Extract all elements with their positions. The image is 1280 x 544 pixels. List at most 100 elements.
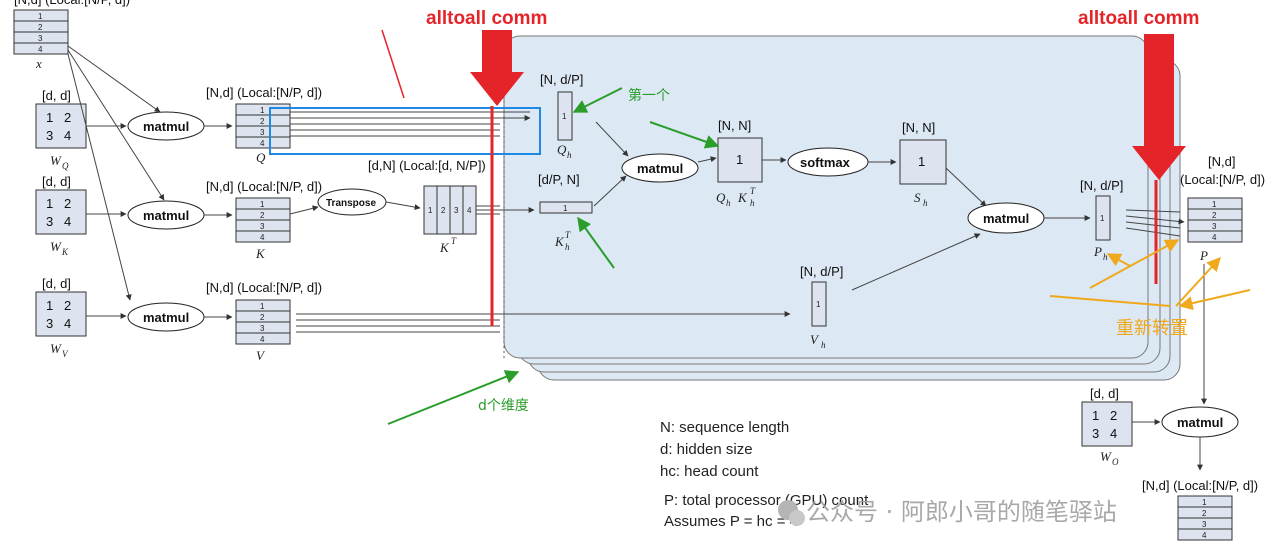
svg-text:W: W bbox=[50, 153, 62, 168]
alltoall-left-arrow bbox=[470, 30, 524, 106]
svg-text:1: 1 bbox=[38, 12, 43, 21]
svg-text:2: 2 bbox=[1202, 509, 1207, 518]
svg-text:[N, d/P]: [N, d/P] bbox=[800, 264, 843, 279]
svg-text:T: T bbox=[565, 230, 571, 240]
svg-text:O: O bbox=[1112, 457, 1119, 467]
out-matrix: [N,d] (Local:[N/P, d]) 1 2 3 4 bbox=[1142, 478, 1258, 541]
svg-text:3: 3 bbox=[46, 316, 53, 331]
legend-line: Assumes P = hc = 4 bbox=[664, 513, 798, 530]
x-name: x bbox=[35, 56, 42, 71]
x-matrix: 1 2 3 4 bbox=[13, 9, 69, 55]
svg-text:2: 2 bbox=[1212, 211, 1217, 220]
svg-text:[N,d]: [N,d] bbox=[1208, 154, 1235, 169]
svg-text:4: 4 bbox=[1212, 233, 1217, 242]
matmul-v: matmul bbox=[127, 302, 205, 332]
yellow-arrows bbox=[1049, 239, 1251, 311]
svg-text:4: 4 bbox=[260, 335, 265, 344]
svg-text:W: W bbox=[1100, 449, 1112, 464]
svg-text:3: 3 bbox=[1202, 520, 1207, 529]
green-arrows bbox=[387, 87, 720, 425]
svg-text:[N, N]: [N, N] bbox=[718, 118, 751, 133]
svg-text:h: h bbox=[567, 150, 572, 160]
svg-text:4: 4 bbox=[260, 139, 265, 148]
svg-text:(Local:[N/P, d]): (Local:[N/P, d]) bbox=[1180, 172, 1265, 187]
svg-text:4: 4 bbox=[260, 233, 265, 242]
reshape-annotation: 重新转置 bbox=[1116, 318, 1188, 339]
svg-text:2: 2 bbox=[260, 211, 265, 220]
svg-text:1: 1 bbox=[428, 206, 433, 215]
v-matrix: [N,d] (Local:[N/P, d]) 1 2 3 4 V bbox=[206, 280, 322, 363]
x-shape-label: [N,d] (Local:[N/P, d]) bbox=[14, 0, 130, 7]
svg-text:[N, d/P]: [N, d/P] bbox=[1080, 178, 1123, 193]
svg-text:h: h bbox=[1103, 252, 1108, 262]
svg-text:1: 1 bbox=[46, 196, 53, 211]
svg-text:4: 4 bbox=[64, 128, 71, 143]
matmul-q: matmul bbox=[127, 111, 205, 141]
svg-text:2: 2 bbox=[260, 313, 265, 322]
svg-text:2: 2 bbox=[441, 206, 446, 215]
svg-text:3: 3 bbox=[46, 128, 53, 143]
svg-text:4: 4 bbox=[467, 206, 472, 215]
svg-text:matmul: matmul bbox=[143, 119, 189, 134]
first-annotation: 第一个 bbox=[628, 87, 670, 104]
legend-line: d: hidden size bbox=[660, 441, 753, 458]
svg-text:h: h bbox=[565, 242, 570, 252]
watermark: 公众号 · 阿郎小哥的随笔驿站 bbox=[778, 498, 1117, 526]
svg-text:matmul: matmul bbox=[983, 211, 1029, 226]
svg-text:softmax: softmax bbox=[800, 155, 851, 170]
svg-text:V: V bbox=[810, 332, 820, 347]
q-matrix: [N,d] (Local:[N/P, d]) 1 2 3 4 Q bbox=[206, 85, 322, 165]
p-matrix: [N,d] (Local:[N/P, d]) 1 2 3 4 P bbox=[1180, 154, 1265, 263]
matmul-qk: matmul bbox=[621, 153, 699, 183]
svg-text:4: 4 bbox=[1202, 531, 1207, 540]
svg-text:1: 1 bbox=[260, 200, 265, 209]
kht-matrix: [d/P, N] 1 K Th bbox=[538, 172, 593, 252]
svg-text:3: 3 bbox=[46, 214, 53, 229]
svg-text:V: V bbox=[256, 348, 266, 363]
svg-text:T: T bbox=[750, 186, 756, 196]
svg-text:h: h bbox=[726, 198, 731, 208]
svg-text:[N,d] (Local:[N/P, d]): [N,d] (Local:[N/P, d]) bbox=[206, 280, 322, 295]
svg-text:[d/P, N]: [d/P, N] bbox=[538, 172, 580, 187]
k-matrix: [N,d] (Local:[N/P, d]) 1 2 3 4 K bbox=[206, 179, 322, 261]
svg-text:2: 2 bbox=[64, 110, 71, 125]
svg-text:P: P bbox=[1093, 244, 1102, 259]
svg-text:3: 3 bbox=[1212, 222, 1217, 231]
svg-text:3: 3 bbox=[1092, 426, 1099, 441]
svg-text:matmul: matmul bbox=[637, 161, 683, 176]
svg-text:[d, d]: [d, d] bbox=[42, 174, 71, 189]
svg-text:h: h bbox=[750, 198, 755, 208]
svg-text:W: W bbox=[50, 341, 62, 356]
svg-text:matmul: matmul bbox=[143, 208, 189, 223]
matmul-out: matmul bbox=[1161, 406, 1239, 438]
svg-text:2: 2 bbox=[260, 117, 265, 126]
svg-text:1: 1 bbox=[736, 152, 743, 167]
matmul-k: matmul bbox=[127, 200, 205, 230]
svg-text:[N, d/P]: [N, d/P] bbox=[540, 72, 583, 87]
svg-text:4: 4 bbox=[38, 45, 43, 54]
legend: N: sequence length d: hidden size hc: he… bbox=[660, 419, 869, 530]
svg-text:1: 1 bbox=[816, 300, 821, 309]
svg-text:Q: Q bbox=[716, 190, 726, 205]
svg-text:[d,N] (Local:[d, N/P]): [d,N] (Local:[d, N/P]) bbox=[368, 158, 486, 173]
svg-text:[d, d]: [d, d] bbox=[1090, 386, 1119, 401]
svg-text:P: P bbox=[1199, 248, 1208, 263]
svg-text:4: 4 bbox=[1110, 426, 1117, 441]
legend-line: hc: head count bbox=[660, 463, 759, 480]
svg-text:3: 3 bbox=[38, 34, 43, 43]
alltoall-right-label: alltoall comm bbox=[1078, 8, 1199, 29]
svg-text:1: 1 bbox=[1092, 408, 1099, 423]
svg-text:1: 1 bbox=[260, 106, 265, 115]
transpose-op: Transpose bbox=[317, 188, 387, 216]
svg-text:T: T bbox=[451, 236, 457, 246]
svg-text:Q: Q bbox=[62, 161, 69, 171]
matmul-sv: matmul bbox=[967, 202, 1045, 234]
